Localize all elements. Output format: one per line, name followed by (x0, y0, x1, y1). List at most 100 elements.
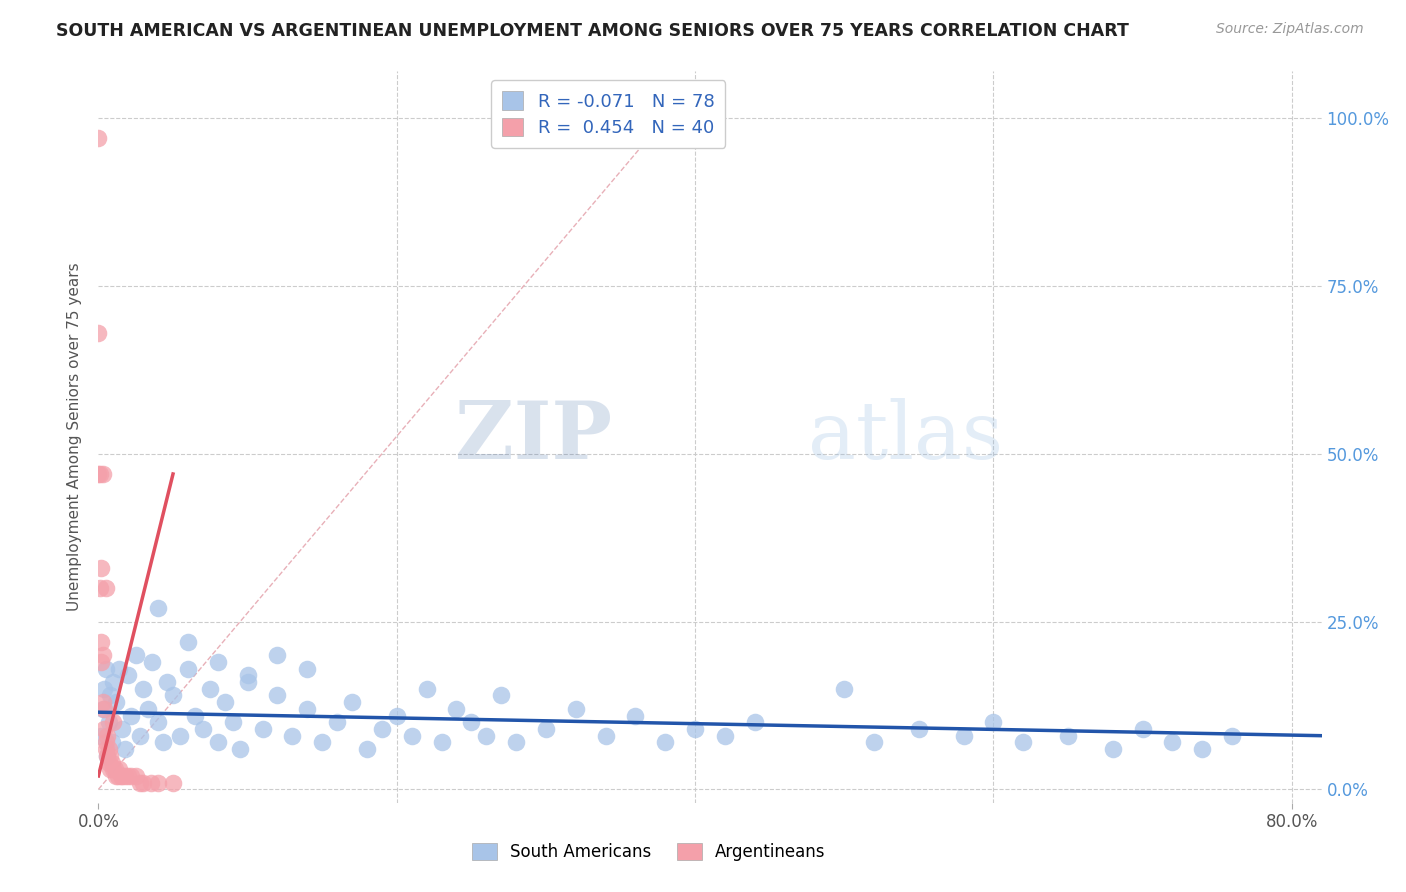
Point (111, 769, 134, 783)
Point (94, 742, 117, 756)
Point (146, 775, 169, 789)
Text: SOUTH AMERICAN VS ARGENTINEAN UNEMPLOYMENT AMONG SENIORS OVER 75 YEARS CORRELATI: SOUTH AMERICAN VS ARGENTINEAN UNEMPLOYME… (56, 22, 1129, 40)
Point (236, 668, 259, 682)
Point (98, 689, 121, 703)
Point (156, 675, 179, 690)
Point (132, 681, 155, 696)
Point (266, 689, 288, 703)
Point (114, 769, 136, 783)
Point (983, 715, 1005, 730)
Point (93, 681, 115, 696)
Point (105, 769, 128, 783)
Point (129, 729, 152, 743)
Point (236, 675, 259, 690)
Point (104, 762, 127, 776)
Point (200, 681, 222, 696)
Point (252, 722, 274, 736)
Point (446, 702, 468, 716)
Point (114, 742, 136, 756)
Point (97, 715, 120, 730)
Point (1191, 742, 1213, 756)
Point (654, 735, 676, 749)
Point (101, 735, 124, 749)
Point (340, 695, 363, 709)
Point (132, 775, 155, 789)
Point (108, 662, 131, 676)
Point (1012, 735, 1035, 749)
Point (98, 748, 121, 763)
Point (125, 648, 148, 662)
Point (94, 581, 117, 595)
Point (326, 715, 349, 730)
Point (120, 769, 142, 783)
Legend: South Americans, Argentineans: South Americans, Argentineans (465, 836, 832, 868)
Point (90, 561, 112, 575)
Point (110, 769, 132, 783)
Point (863, 735, 886, 749)
Point (505, 735, 527, 749)
Point (162, 689, 184, 703)
Point (1220, 729, 1243, 743)
Point (97, 756, 120, 770)
Point (108, 762, 131, 776)
Point (281, 729, 304, 743)
Point (595, 729, 617, 743)
Point (89, 467, 111, 481)
Point (101, 756, 124, 770)
Point (385, 708, 408, 723)
Point (624, 708, 647, 723)
Point (87, 326, 110, 340)
Point (415, 681, 437, 696)
Point (1161, 735, 1184, 749)
Point (103, 762, 125, 776)
Point (94, 735, 117, 749)
Point (90, 729, 112, 743)
Point (111, 722, 134, 736)
Point (460, 715, 482, 730)
Point (139, 775, 162, 789)
Point (97, 742, 120, 756)
Point (87, 467, 110, 481)
Point (96, 748, 118, 763)
Point (91, 467, 114, 481)
Text: atlas: atlas (808, 398, 1002, 476)
Point (120, 708, 142, 723)
Point (401, 729, 423, 743)
Point (266, 648, 288, 662)
Point (1057, 729, 1080, 743)
Point (91, 648, 114, 662)
Point (475, 729, 498, 743)
Point (87, 131, 110, 145)
Point (952, 729, 974, 743)
Point (1132, 722, 1154, 736)
Point (311, 735, 333, 749)
Point (229, 742, 252, 756)
Point (96, 729, 118, 743)
Point (90, 655, 112, 669)
Point (683, 722, 706, 736)
Point (565, 702, 588, 716)
Point (141, 655, 163, 669)
Point (89, 581, 111, 595)
Point (90, 634, 112, 648)
Text: Source: ZipAtlas.com: Source: ZipAtlas.com (1216, 22, 1364, 37)
Point (191, 722, 214, 736)
Point (1101, 742, 1123, 756)
Point (146, 601, 169, 615)
Point (177, 662, 200, 676)
Point (136, 702, 159, 716)
Point (107, 769, 129, 783)
Point (297, 662, 319, 676)
Point (744, 715, 766, 730)
Point (105, 695, 128, 709)
Point (297, 702, 319, 716)
Point (93, 702, 115, 716)
Point (534, 722, 557, 736)
Point (430, 735, 453, 749)
Point (162, 775, 184, 789)
Point (177, 634, 200, 648)
Point (117, 769, 139, 783)
Point (371, 722, 394, 736)
Point (489, 689, 512, 703)
Point (96, 748, 118, 763)
